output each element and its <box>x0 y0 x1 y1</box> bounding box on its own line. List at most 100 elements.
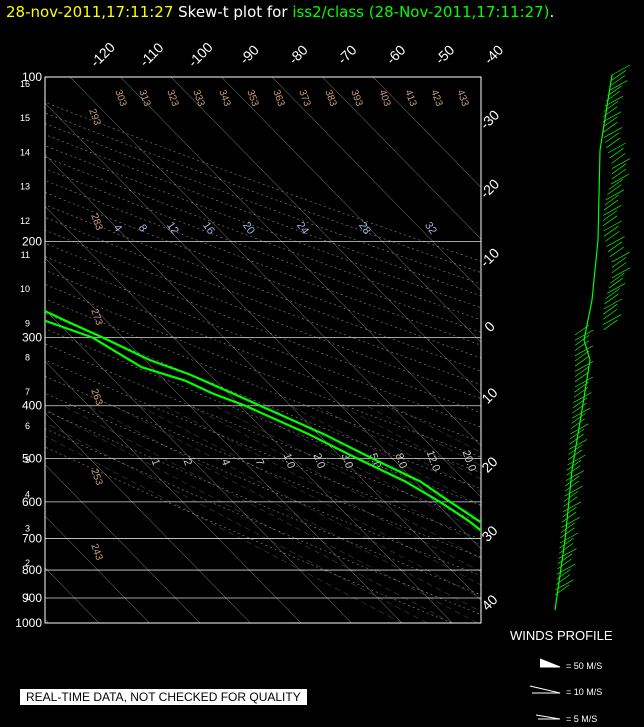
wind-barb <box>603 319 618 331</box>
wind-barb <box>574 329 594 341</box>
height-tick-13: 13 <box>20 182 30 192</box>
wind-barb <box>611 262 627 273</box>
wind-barb <box>604 293 619 305</box>
pressure-label-1000: 1000 <box>15 616 42 630</box>
wind-barb <box>611 153 626 164</box>
data-quality-notice: REAL-TIME DATA, NOT CHECKED FOR QUALITY <box>20 689 307 705</box>
wind-barb <box>611 251 630 263</box>
wind-key-10: = 10 M/S <box>566 687 603 697</box>
wind-barb <box>603 127 623 138</box>
height-tick-5: 5 <box>25 455 30 465</box>
wind-key-barb-5 <box>535 714 561 720</box>
wind-barb <box>557 558 572 570</box>
isotherm-line <box>221 77 481 343</box>
mixing-ratio-label: 12 <box>164 220 181 237</box>
wind-barb <box>574 340 590 351</box>
pressure-label-300: 300 <box>22 331 42 345</box>
pressure-label-200: 200 <box>22 234 42 248</box>
isotherm-line <box>322 77 481 240</box>
wind-barb <box>560 522 576 533</box>
plot-title: 28-nov-2011,17:11:27 Skew-t plot for iss… <box>6 3 554 21</box>
wind-barb <box>605 189 625 201</box>
wind-barb <box>604 194 619 206</box>
height-tick-8: 8 <box>25 353 30 363</box>
wind-barb <box>567 454 586 466</box>
wind-barb <box>607 85 622 97</box>
wind-barb <box>603 121 618 133</box>
height-tick-11: 11 <box>21 250 30 260</box>
isotherm-line <box>45 205 453 623</box>
moist-label: .7 <box>252 455 266 468</box>
wind-barb <box>602 215 618 227</box>
mixing-ratio-line <box>45 409 453 623</box>
isotherm-line <box>372 77 481 188</box>
height-tick-3: 3 <box>25 524 30 534</box>
wind-barb <box>569 433 584 445</box>
wind-barb <box>558 548 577 559</box>
mixing-ratio-line <box>45 435 403 623</box>
height-tick-7: 7 <box>25 387 30 397</box>
wind-barb <box>603 199 619 211</box>
wind-barb <box>570 423 589 435</box>
mixing-ratio-label: 16 <box>200 220 217 237</box>
wind-barb <box>574 376 594 388</box>
wind-barb <box>574 335 590 346</box>
pressure-label-800: 800 <box>22 563 42 577</box>
height-tick-2: 2 <box>25 558 30 568</box>
height-tick-10: 10 <box>20 284 30 294</box>
height-tick-6: 6 <box>25 421 30 431</box>
dry-adiabat <box>45 192 481 359</box>
dry-adiabat <box>45 410 481 596</box>
wind-barb <box>606 236 625 247</box>
isotherm-line <box>120 77 481 446</box>
wind-barb <box>561 511 577 523</box>
moist-label: .2 <box>180 455 194 468</box>
wind-barb <box>611 64 631 76</box>
isotherm-line <box>69 77 481 498</box>
height-tick-12: 12 <box>20 216 30 226</box>
wind-barb <box>564 485 583 497</box>
wind-barb <box>610 272 625 284</box>
wind-barb <box>566 465 581 476</box>
sounding-traces <box>45 309 481 532</box>
wind-barb <box>611 163 627 175</box>
mixing-ratio-label: 32 <box>422 220 439 237</box>
wind-barb <box>608 179 624 190</box>
isotherm-line <box>45 102 481 550</box>
dry-adiabat <box>45 446 452 623</box>
moist-label: 2.0 <box>311 452 328 470</box>
wind-barb <box>569 428 585 440</box>
mixing-ratio-line <box>214 405 481 546</box>
mixing-ratio-line <box>138 405 481 586</box>
mixing-ratio-line <box>113 405 481 599</box>
dry-adiabat <box>45 134 481 297</box>
wind-barb <box>605 231 620 242</box>
wind-barb <box>571 413 586 424</box>
wind-barb <box>602 111 622 123</box>
mixing-ratio-label: 4 <box>111 222 124 234</box>
isotherm-line <box>45 464 201 623</box>
winds-profile-title: WINDS PROFILE <box>510 628 613 643</box>
wind-barb <box>560 527 575 539</box>
isotherm-line <box>45 154 481 601</box>
wind-barb <box>609 246 624 258</box>
wind-barb <box>570 418 586 429</box>
height-tick-15: 15 <box>20 113 30 123</box>
pressure-label-900: 900 <box>22 591 42 605</box>
wind-barb <box>558 543 574 554</box>
isotherm-line <box>45 309 352 623</box>
pressure-label-100: 100 <box>22 70 42 84</box>
wind-barb <box>602 314 622 325</box>
mixing-ratio-label: 8 <box>136 222 149 234</box>
height-tick-9: 9 <box>25 318 30 328</box>
mixing-ratio-label: 28 <box>356 220 373 237</box>
wind-barb <box>610 173 629 185</box>
height-tick-16: 16 <box>20 79 30 89</box>
isotherm-line <box>170 77 481 395</box>
moist-label: 8.0 <box>393 452 410 470</box>
height-tick-14: 14 <box>20 147 30 157</box>
wind-barb <box>561 517 580 528</box>
wind-barb <box>574 350 590 362</box>
moist-label: .1 <box>148 455 162 468</box>
